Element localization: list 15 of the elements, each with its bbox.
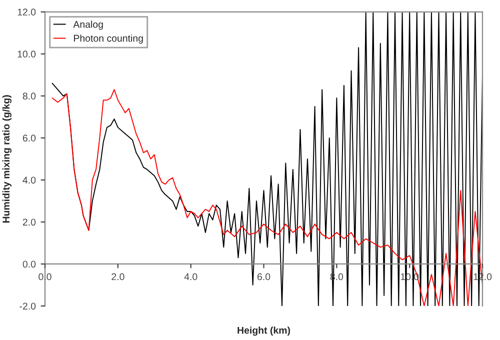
x-tick-label: 4.0 bbox=[184, 273, 198, 280]
legend-label: Photon counting bbox=[74, 34, 143, 44]
y-tick-label: -2.0 bbox=[20, 302, 36, 310]
y-tick-label: 0.0 bbox=[22, 260, 36, 268]
y-tick-label: 2.0 bbox=[22, 218, 36, 226]
y-axis-title: Humidity mixing ratio (g/kg) bbox=[2, 95, 12, 223]
y-tick-label: 4.0 bbox=[22, 176, 36, 184]
y-tick-label: 8.0 bbox=[22, 92, 36, 100]
y-tick-label: 10.0 bbox=[18, 50, 36, 58]
x-tick-label: 6.0 bbox=[257, 273, 270, 280]
legend-label: Analog bbox=[73, 20, 103, 30]
y-tick-label: 12.0 bbox=[18, 8, 36, 16]
y-tick-label: 6.0 bbox=[22, 134, 36, 142]
x-axis-title: Height (km) bbox=[238, 326, 290, 336]
x-tick-label: 2.0 bbox=[112, 273, 124, 280]
